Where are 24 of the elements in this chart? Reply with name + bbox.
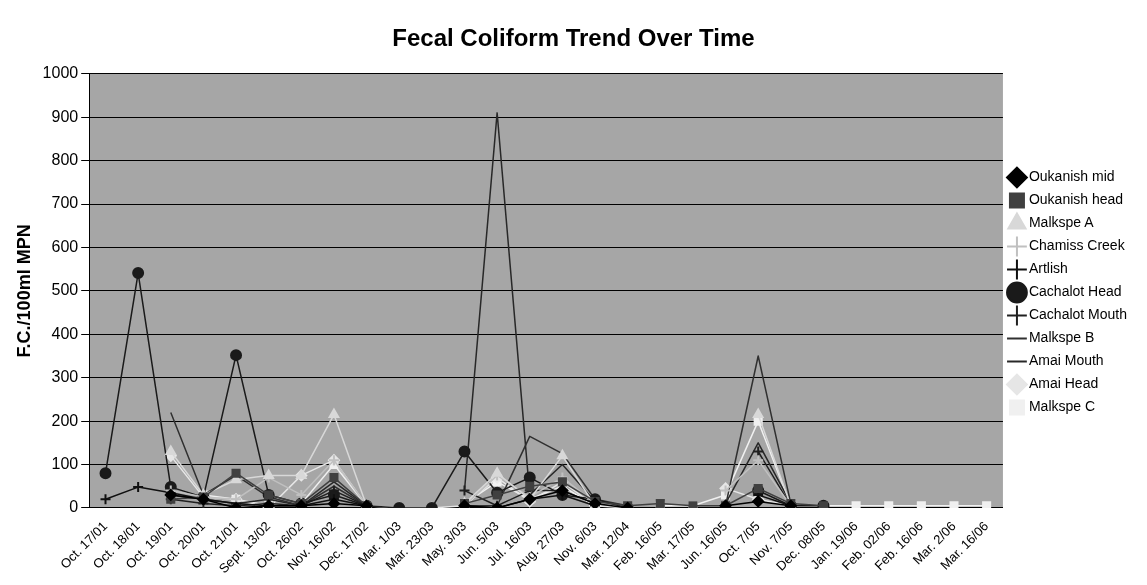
legend-label: Malkspe A [1028, 214, 1095, 231]
y-tick-label: 900 [51, 107, 79, 125]
legend-label: Cachalot Mouth [1028, 306, 1128, 323]
y-tick-label: 500 [51, 281, 79, 299]
legend-label: Amai Head [1028, 375, 1099, 392]
y-tick-label: 300 [51, 368, 79, 386]
legend-label: Artlish [1028, 260, 1068, 277]
legend-label: Cachalot Head [1028, 283, 1122, 300]
y-tick-label: 0 [69, 498, 79, 516]
legend-label: Amai Mouth [1028, 352, 1104, 369]
y-tick-label: 400 [51, 324, 79, 342]
chart-title: Fecal Coliform Trend Over Time [392, 24, 755, 52]
legend-label: Chamiss Creek [1028, 237, 1126, 254]
legend-label: Oukanish head [1028, 191, 1124, 208]
legend-label: Malkspe C [1028, 398, 1096, 415]
y-tick-label: 1000 [42, 64, 79, 82]
y-axis-title: F.C./100ml MPN [13, 224, 34, 358]
y-tick-label: 800 [51, 151, 79, 169]
y-tick-label: 700 [51, 194, 79, 212]
y-tick-label: 100 [51, 454, 79, 472]
y-tick-label: 200 [51, 411, 79, 429]
y-tick-label: 600 [51, 237, 79, 255]
legend-label: Oukanish mid [1028, 168, 1115, 185]
legend-label: Malkspe B [1028, 329, 1095, 346]
